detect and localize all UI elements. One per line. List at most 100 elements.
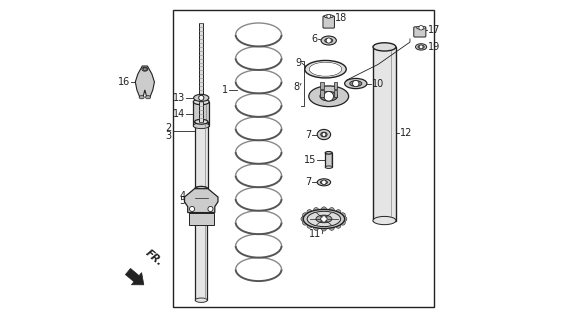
- Bar: [373, 47, 396, 220]
- Circle shape: [329, 225, 334, 230]
- Circle shape: [340, 220, 345, 225]
- Circle shape: [314, 225, 319, 230]
- Circle shape: [326, 38, 331, 43]
- Ellipse shape: [373, 216, 396, 225]
- Ellipse shape: [350, 81, 362, 86]
- Circle shape: [327, 14, 331, 18]
- Bar: [333, 83, 337, 90]
- Text: 18: 18: [335, 13, 347, 23]
- Bar: [193, 102, 209, 126]
- Bar: [199, 23, 203, 122]
- Circle shape: [307, 223, 312, 228]
- Circle shape: [189, 206, 194, 212]
- Ellipse shape: [320, 92, 337, 101]
- Bar: [333, 90, 337, 97]
- Ellipse shape: [142, 67, 147, 71]
- Text: 2: 2: [166, 123, 172, 133]
- Text: 7: 7: [305, 130, 311, 140]
- Circle shape: [314, 208, 319, 213]
- Text: 16: 16: [118, 77, 130, 87]
- Circle shape: [302, 220, 307, 225]
- Text: 4: 4: [179, 191, 185, 201]
- Ellipse shape: [320, 180, 328, 184]
- Text: FR.: FR.: [144, 248, 164, 268]
- Bar: [189, 212, 214, 225]
- Circle shape: [307, 210, 312, 215]
- Text: 19: 19: [428, 42, 440, 52]
- Circle shape: [301, 216, 306, 221]
- Circle shape: [302, 213, 307, 218]
- Circle shape: [208, 206, 213, 212]
- Bar: [325, 153, 332, 167]
- Ellipse shape: [193, 99, 209, 105]
- Circle shape: [329, 208, 334, 213]
- Circle shape: [321, 207, 327, 212]
- Ellipse shape: [310, 62, 341, 76]
- Ellipse shape: [325, 166, 332, 168]
- Circle shape: [324, 92, 333, 101]
- Circle shape: [321, 216, 327, 222]
- Ellipse shape: [345, 78, 367, 89]
- Ellipse shape: [195, 187, 207, 191]
- Circle shape: [340, 213, 345, 218]
- Text: 13: 13: [173, 93, 185, 103]
- Ellipse shape: [303, 209, 345, 228]
- Bar: [320, 83, 324, 90]
- Ellipse shape: [146, 96, 151, 99]
- Circle shape: [342, 216, 347, 221]
- Bar: [194, 122, 208, 189]
- Polygon shape: [125, 268, 144, 285]
- Ellipse shape: [307, 211, 341, 227]
- Ellipse shape: [321, 132, 327, 137]
- Circle shape: [321, 226, 327, 231]
- Text: 5: 5: [179, 196, 185, 206]
- Text: 17: 17: [428, 25, 440, 35]
- Circle shape: [322, 132, 326, 136]
- Ellipse shape: [193, 123, 209, 129]
- Text: 11: 11: [308, 229, 321, 239]
- Bar: [195, 189, 207, 300]
- Ellipse shape: [309, 86, 349, 107]
- Text: 1: 1: [222, 85, 228, 95]
- Circle shape: [419, 26, 423, 30]
- Text: 10: 10: [372, 78, 384, 89]
- Circle shape: [144, 68, 146, 71]
- Ellipse shape: [373, 43, 396, 51]
- Text: 9: 9: [295, 58, 302, 68]
- Ellipse shape: [305, 60, 346, 78]
- Ellipse shape: [317, 179, 331, 186]
- Text: 12: 12: [400, 128, 412, 138]
- Text: 8: 8: [293, 82, 299, 92]
- Ellipse shape: [415, 44, 427, 50]
- Ellipse shape: [195, 298, 207, 302]
- Circle shape: [199, 95, 204, 100]
- Ellipse shape: [324, 15, 333, 18]
- FancyBboxPatch shape: [323, 16, 334, 28]
- Ellipse shape: [418, 45, 424, 49]
- Ellipse shape: [325, 152, 332, 154]
- Circle shape: [419, 45, 423, 49]
- Text: 14: 14: [173, 109, 185, 119]
- Ellipse shape: [194, 186, 208, 191]
- Text: 6: 6: [311, 34, 318, 44]
- Circle shape: [321, 180, 326, 185]
- Polygon shape: [135, 66, 154, 98]
- Circle shape: [336, 223, 341, 228]
- Ellipse shape: [316, 215, 332, 223]
- Circle shape: [336, 210, 341, 215]
- FancyBboxPatch shape: [414, 27, 426, 37]
- Circle shape: [353, 80, 359, 87]
- Bar: [320, 90, 324, 97]
- Text: 15: 15: [303, 155, 316, 165]
- Bar: [172, 10, 434, 307]
- Ellipse shape: [321, 36, 336, 45]
- Ellipse shape: [325, 38, 333, 43]
- Ellipse shape: [139, 96, 144, 99]
- Text: 3: 3: [166, 131, 172, 141]
- Ellipse shape: [194, 94, 209, 101]
- Text: 7: 7: [305, 177, 311, 187]
- Ellipse shape: [194, 119, 208, 124]
- Ellipse shape: [317, 129, 331, 140]
- Polygon shape: [185, 189, 218, 212]
- Ellipse shape: [416, 26, 425, 29]
